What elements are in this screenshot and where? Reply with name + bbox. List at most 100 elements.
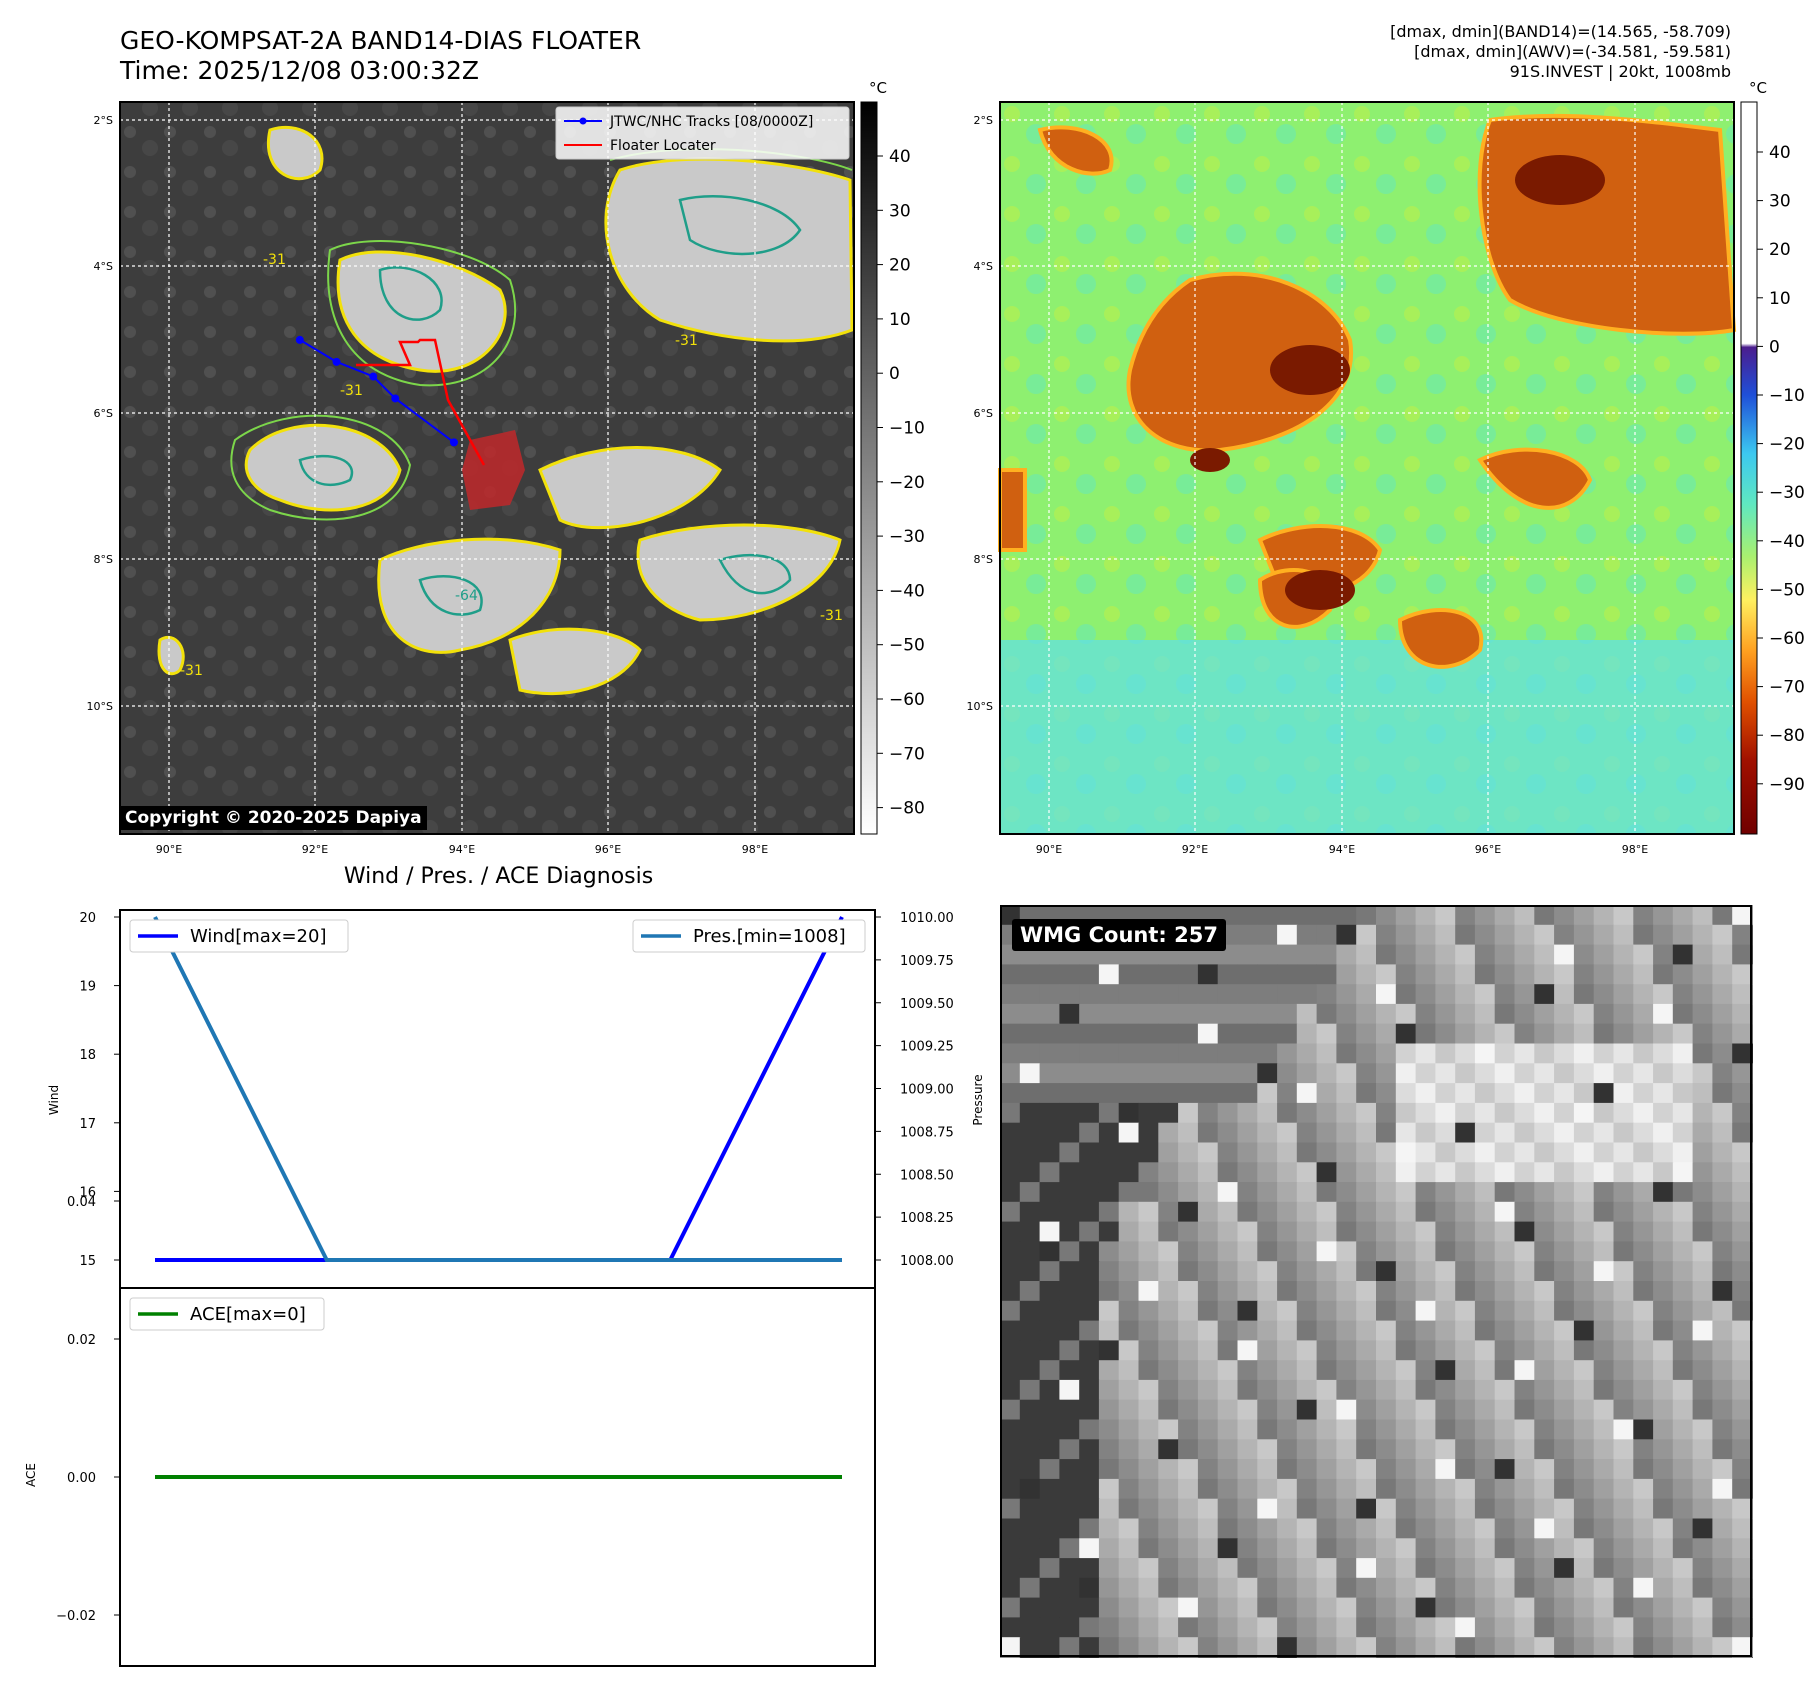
colorbar-tick-label: −60 xyxy=(1769,629,1805,649)
wind-axis-label: Wind xyxy=(47,1085,61,1115)
lon-label: 98°E xyxy=(1622,843,1648,856)
pres-tick-label: 1009.75 xyxy=(900,954,954,969)
lon-label: 90°E xyxy=(1036,843,1062,856)
colorbar-tick-label: 10 xyxy=(889,310,911,330)
lon-label: 92°E xyxy=(1182,843,1208,856)
lon-label: 96°E xyxy=(595,843,621,856)
lat-label: 2°S xyxy=(974,114,993,127)
ace-tick-label: −0.02 xyxy=(56,1609,96,1624)
pres-tick-label: 1010.00 xyxy=(900,911,954,926)
lat-label: 2°S xyxy=(94,114,113,127)
lon-label: 92°E xyxy=(302,843,328,856)
lon-label: 94°E xyxy=(1329,843,1355,856)
pres-tick-label: 1009.00 xyxy=(900,1083,954,1098)
lat-label: 10°S xyxy=(967,700,993,713)
wind-tick-label: 16 xyxy=(79,1185,96,1200)
colorbar-tick-label: −50 xyxy=(1769,580,1805,600)
title-line-1: GEO-KOMPSAT-2A BAND14-DIAS FLOATER xyxy=(120,26,642,55)
wind-tick-label: 15 xyxy=(79,1254,96,1269)
colorbar-tick-label: −30 xyxy=(889,527,925,547)
wmg-count-badge: WMG Count: 257 xyxy=(1012,919,1226,951)
ir-lon-labels: 90°E 92°E 94°E 96°E 98°E xyxy=(156,843,768,856)
copyright-badge: Copyright © 2020-2025 Dapiya xyxy=(120,806,427,830)
track-point xyxy=(332,357,341,366)
lat-label: 10°S xyxy=(87,700,113,713)
diagnosis-svg: 20 19 18 17 16 15 1010.00 1009.75 1009.50 1009.2… xyxy=(24,909,985,1667)
wind-tick-label: 17 xyxy=(79,1117,96,1132)
colorbar-tick-label: 0 xyxy=(889,364,900,384)
colorbar-tick-label: −40 xyxy=(1769,532,1805,552)
pres-axis-label: Pressure xyxy=(971,1074,985,1125)
ace-legend-label: ACE[max=0] xyxy=(190,1304,306,1325)
colorbar-tick-label: 30 xyxy=(889,201,911,221)
colorbar-tick-label: 20 xyxy=(889,256,911,276)
floater-locator-line xyxy=(356,338,486,466)
track-point xyxy=(295,335,304,344)
ir-panel-svg: -31 -31 -31 -64 -31 -31 JTWC/NHC Tracks … xyxy=(87,79,1805,856)
contour-label: -64 xyxy=(455,588,478,604)
stat-storm: 91S.INVEST | 20kt, 1008mb xyxy=(1509,62,1731,81)
wv-lat-labels: 2°S 4°S 6°S 8°S 10°S xyxy=(967,114,993,713)
legend-floater-label: Floater Locater xyxy=(610,138,716,154)
ir-gridlines xyxy=(120,102,854,834)
legend-track-label: JTWC/NHC Tracks [08/0000Z] xyxy=(609,114,813,130)
pres-tick-label: 1009.25 xyxy=(900,1040,954,1055)
colorbar-tick-label: −30 xyxy=(1769,483,1805,503)
contour-label: -31 xyxy=(180,663,203,679)
lon-label: 94°E xyxy=(449,843,475,856)
colorbar-tick-label: 20 xyxy=(1769,240,1791,260)
colorbar-tick-label: −90 xyxy=(1769,775,1805,795)
wv-colorbar: °C 40 30 20 10 0 −10 −20 −30 −40 −50 −60 −70 −80 −90 xyxy=(1740,79,1805,835)
ir-lat-labels: 2°S 4°S 6°S 8°S 10°S xyxy=(87,114,113,713)
colorbar-tick-label: 40 xyxy=(889,147,911,167)
pres-tick-label: 1008.75 xyxy=(900,1125,954,1140)
wind-tick-label: 20 xyxy=(79,911,96,926)
ace-tick-label: 0.00 xyxy=(67,1471,96,1486)
contour-label: -31 xyxy=(820,608,843,624)
colorbar-tick-label: 30 xyxy=(1769,192,1791,212)
wind-tick-label: 19 xyxy=(79,980,96,995)
ace-axis-label: ACE xyxy=(24,1463,38,1487)
ace-legend: ACE[max=0] xyxy=(129,1297,325,1331)
stats-block: [dmax, dmin](BAND14)=(14.565, -58.709) [… xyxy=(1390,22,1731,82)
pres-legend: Pres.[min=1008] xyxy=(632,919,866,953)
stat-band14: [dmax, dmin](BAND14)=(14.565, -58.709) xyxy=(1390,22,1731,41)
pres-tick-label: 1008.50 xyxy=(900,1168,954,1183)
lat-label: 8°S xyxy=(974,553,993,566)
ace-tick-label: 0.04 xyxy=(67,1195,96,1210)
lat-label: 4°S xyxy=(974,260,993,273)
colorbar-tick-label: −10 xyxy=(889,419,925,439)
lon-label: 90°E xyxy=(156,843,182,856)
colorbar-tick-label: 40 xyxy=(1769,143,1791,163)
wmg-svg xyxy=(1000,905,1753,1658)
pres-tick-label: 1009.50 xyxy=(900,997,954,1012)
colorbar-tick-label: 0 xyxy=(1769,337,1780,357)
plot-title: GEO-KOMPSAT-2A BAND14-DIAS FLOATER Time:… xyxy=(120,26,641,86)
diagnosis-title: Wind / Pres. / ACE Diagnosis xyxy=(343,864,654,889)
colorbar-tick-label: −40 xyxy=(889,581,925,601)
lat-label: 8°S xyxy=(94,553,113,566)
wind-legend: Wind[max=20] xyxy=(129,919,349,953)
contour-label: -31 xyxy=(263,252,286,268)
lon-label: 98°E xyxy=(742,843,768,856)
colorbar-tick-label: −20 xyxy=(1769,435,1805,455)
wv-image xyxy=(998,102,1737,834)
colorbar-tick-label: −70 xyxy=(1769,678,1805,698)
colorbar-tick-label: −70 xyxy=(889,744,925,764)
ace-tick-label: 0.02 xyxy=(67,1333,96,1348)
colorbar-tick-label: −80 xyxy=(889,799,925,819)
contour-label: -31 xyxy=(340,383,363,399)
track-point xyxy=(449,438,458,447)
wv-colorbar-unit: °C xyxy=(1749,79,1767,97)
wind-tick-label: 18 xyxy=(79,1048,96,1063)
ir-colorbar-unit: °C xyxy=(869,79,887,97)
contour-label: -31 xyxy=(675,333,698,349)
ir-colorbar: °C 40 30 20 10 0 −10 −20 −30 −40 −50 −60 −70 −80 xyxy=(860,79,925,835)
ir-legend: JTWC/NHC Tracks [08/0000Z] Floater Locat… xyxy=(555,106,850,160)
track-point xyxy=(369,372,378,381)
lon-label: 96°E xyxy=(1475,843,1501,856)
pres-series-line xyxy=(153,916,842,1262)
track-series xyxy=(295,335,458,447)
pres-tick-label: 1008.00 xyxy=(900,1254,954,1269)
lat-label: 6°S xyxy=(94,407,113,420)
